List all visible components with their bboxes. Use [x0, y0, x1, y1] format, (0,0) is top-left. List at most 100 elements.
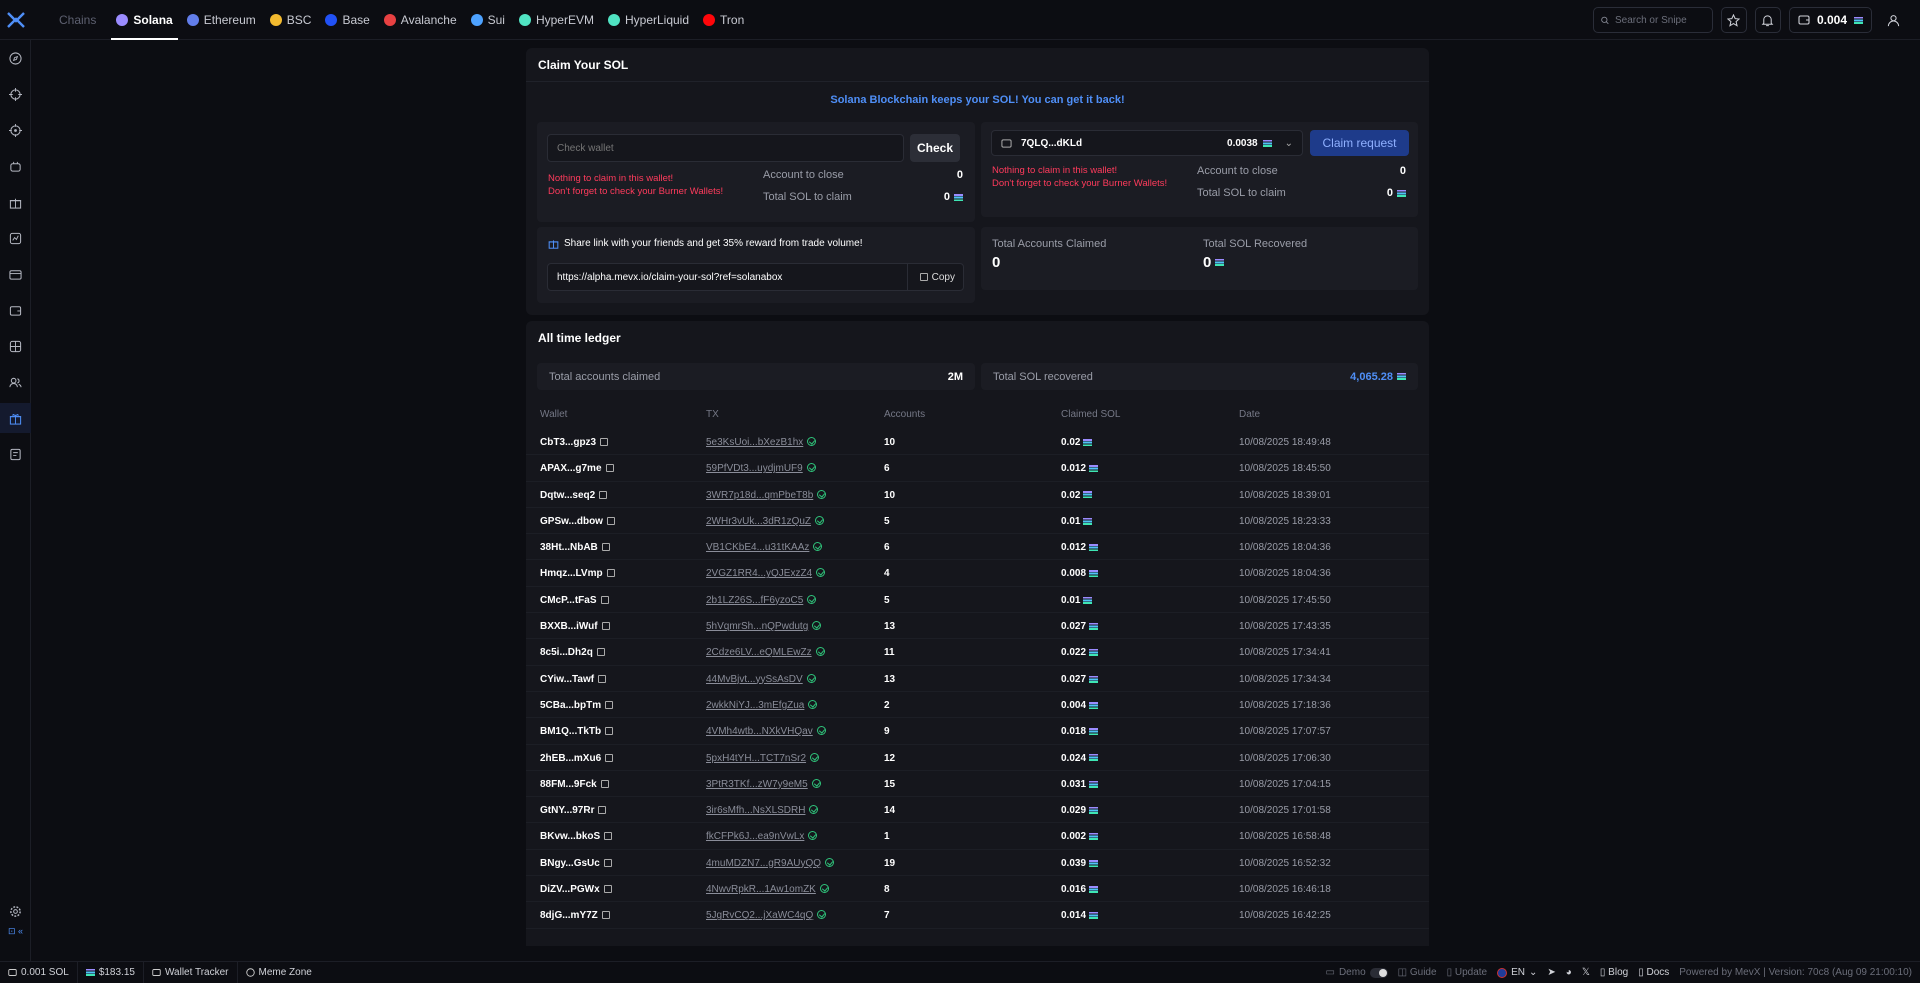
copy-icon[interactable] — [604, 832, 613, 841]
copy-icon[interactable] — [605, 464, 614, 473]
tab-solana[interactable]: Solana — [109, 0, 179, 40]
tab-hyperevm[interactable]: HyperEVM — [512, 0, 601, 40]
profile-button[interactable] — [1880, 7, 1906, 33]
tx-link[interactable]: 5pxH4tYH...TCT7nSr2 — [706, 752, 807, 764]
tab-base[interactable]: Base — [318, 0, 376, 40]
tx-cell[interactable]: 3WR7p18d...qmPbeT8b — [706, 489, 827, 501]
check-wallet-input[interactable] — [547, 134, 904, 162]
search-input[interactable] — [1614, 14, 1705, 26]
sidebar-target[interactable] — [0, 115, 31, 145]
discord-icon[interactable]: ◕ — [1565, 967, 1572, 978]
sidebar-portfolio[interactable] — [0, 223, 31, 253]
tx-link[interactable]: 5JgRvCQ2...jXaWC4qQ — [706, 910, 814, 922]
tx-link[interactable]: 3ir6sMfh...NsXLSDRH — [706, 805, 806, 817]
copy-icon[interactable] — [598, 806, 607, 815]
tx-cell[interactable]: 59PfVDt3...uydjmUF9 — [706, 463, 816, 474]
tab-avalanche[interactable]: Avalanche — [377, 0, 464, 40]
claim-request-button[interactable]: Claim request — [1310, 130, 1409, 156]
tx-cell[interactable]: 2WHr3vUk...3dR1zQuZ — [706, 515, 825, 527]
copy-icon[interactable] — [606, 569, 615, 578]
sidebar-claim-sol[interactable] — [0, 403, 31, 433]
copy-icon[interactable] — [603, 858, 612, 867]
tx-link[interactable]: 2wkkNiYJ...3mEfgZua — [706, 699, 805, 711]
tx-link[interactable]: 3WR7p18d...qmPbeT8b — [706, 489, 814, 501]
sidebar-rewards[interactable] — [0, 187, 31, 217]
tx-link[interactable]: fkCFPk6J...ea9nVwLx — [706, 831, 805, 843]
tx-cell[interactable]: 2VGZ1RR4...yQJExzZ4 — [706, 568, 826, 580]
copy-icon[interactable] — [596, 648, 605, 657]
check-button[interactable]: Check — [910, 134, 960, 162]
copy-link-button[interactable]: Copy — [906, 264, 963, 290]
favorites-button[interactable] — [1720, 7, 1747, 33]
tx-link[interactable]: 4NwvRpkR...1Aw1omZK — [706, 884, 816, 896]
blog-link[interactable]: ▯ Blog — [1600, 967, 1628, 978]
search-box[interactable] — [1592, 7, 1713, 33]
tx-cell[interactable]: 2wkkNiYJ...3mEfgZua — [706, 699, 818, 711]
x-icon[interactable]: 𝕏 — [1581, 967, 1590, 978]
telegram-icon[interactable]: ➤ — [1547, 967, 1556, 978]
meme-zone-link[interactable]: Meme Zone — [238, 962, 320, 983]
tx-cell[interactable]: fkCFPk6J...ea9nVwLx — [706, 831, 818, 843]
copy-icon[interactable] — [600, 438, 609, 446]
guide-link[interactable]: ◫ Guide — [1398, 967, 1437, 978]
wallet-tracker-link[interactable]: Wallet Tracker — [144, 961, 238, 983]
copy-icon[interactable] — [600, 595, 609, 604]
tx-cell[interactable]: 5pxH4tYH...TCT7nSr2 — [706, 752, 820, 764]
mevx-logo-icon[interactable] — [0, 0, 31, 40]
sidebar-cards[interactable] — [0, 259, 31, 289]
tx-link[interactable]: 3PtR3TKf...zW7y9eM5 — [706, 778, 808, 790]
demo-toggle[interactable]: ▭ Demo — [1326, 967, 1388, 978]
sidebar-reports[interactable] — [0, 439, 31, 469]
sidebar-settings[interactable] — [0, 896, 31, 926]
copy-icon[interactable] — [598, 674, 607, 683]
tx-cell[interactable]: 44MvBjvt...yySsAsDV — [706, 673, 816, 685]
sidebar-apps[interactable] — [0, 331, 31, 361]
tx-cell[interactable]: 5JgRvCQ2...jXaWC4qQ — [706, 910, 827, 922]
copy-icon[interactable] — [600, 779, 609, 788]
tx-cell[interactable]: 3ir6sMfh...NsXLSDRH — [706, 805, 819, 817]
language-select[interactable]: EN ⌄ — [1497, 967, 1537, 978]
notifications-button[interactable] — [1754, 7, 1781, 33]
tx-link[interactable]: 59PfVDt3...uydjmUF9 — [706, 463, 803, 475]
copy-icon[interactable] — [603, 885, 612, 894]
sol-balance[interactable]: 0.001 SOL — [0, 961, 78, 983]
tx-link[interactable]: 2WHr3vUk...3dR1zQuZ — [706, 515, 812, 527]
sidebar-collapse[interactable]: ⊡ « — [0, 923, 31, 939]
docs-link[interactable]: ▯ Docs — [1638, 967, 1669, 978]
tx-cell[interactable]: 5e3KsUoi...bXezB1hx — [706, 437, 817, 448]
tab-tron[interactable]: Tron — [696, 0, 751, 40]
tx-link[interactable]: 5e3KsUoi...bXezB1hx — [706, 437, 804, 448]
tab-sui[interactable]: Sui — [464, 0, 512, 40]
tx-cell[interactable]: 2Cdze6LV...eQMLEwZz — [706, 647, 825, 658]
referral-link-field[interactable]: https://alpha.mevx.io/claim-your-sol?ref… — [547, 263, 964, 291]
tx-link[interactable]: 44MvBjvt...yySsAsDV — [706, 673, 803, 685]
tx-cell[interactable]: 4NwvRpkR...1Aw1omZK — [706, 884, 829, 895]
copy-icon[interactable] — [601, 622, 610, 631]
sidebar-discover[interactable] — [0, 43, 31, 73]
wallet-select[interactable]: 7QLQ...dKLd 0.0038 ⌄ — [991, 130, 1303, 156]
tx-cell[interactable]: 4muMDZN7...gR9AUyQQ — [706, 857, 835, 869]
tx-cell[interactable]: 4VMh4wtb...NXkVHQav — [706, 726, 826, 737]
tx-link[interactable]: 2VGZ1RR4...yQJExzZ4 — [706, 568, 813, 580]
copy-icon[interactable] — [599, 490, 608, 499]
tab-bsc[interactable]: BSC — [263, 0, 319, 40]
tab-ethereum[interactable]: Ethereum — [180, 0, 263, 40]
copy-icon[interactable] — [601, 911, 610, 920]
tx-cell[interactable]: 2b1LZ26S...fF6yzoC5 — [706, 594, 817, 606]
copy-icon[interactable] — [605, 727, 614, 736]
tx-cell[interactable]: 3PtR3TKf...zW7y9eM5 — [706, 778, 821, 790]
update-link[interactable]: ▯ Update — [1447, 967, 1488, 978]
tx-link[interactable]: 2b1LZ26S...fF6yzoC5 — [706, 594, 804, 606]
sidebar-wallets[interactable] — [0, 295, 31, 325]
tx-link[interactable]: 5hVqmrSh...nQPwdutg — [706, 621, 809, 633]
tx-cell[interactable]: 5hVqmrSh...nQPwdutg — [706, 621, 822, 633]
tx-link[interactable]: VB1CKbE4...u31tKAAz — [706, 542, 810, 554]
wallet-balance-button[interactable]: 0.004 — [1788, 7, 1872, 33]
tx-link[interactable]: 2Cdze6LV...eQMLEwZz — [706, 647, 812, 659]
copy-icon[interactable] — [601, 543, 610, 552]
tx-cell[interactable]: VB1CKbE4...u31tKAAz — [706, 542, 823, 554]
sidebar-snipe[interactable] — [0, 79, 31, 109]
tx-link[interactable]: 4VMh4wtb...NXkVHQav — [706, 726, 813, 738]
tx-link[interactable]: 4muMDZN7...gR9AUyQQ — [706, 857, 822, 869]
tab-hyperliquid[interactable]: HyperLiquid — [601, 0, 696, 40]
